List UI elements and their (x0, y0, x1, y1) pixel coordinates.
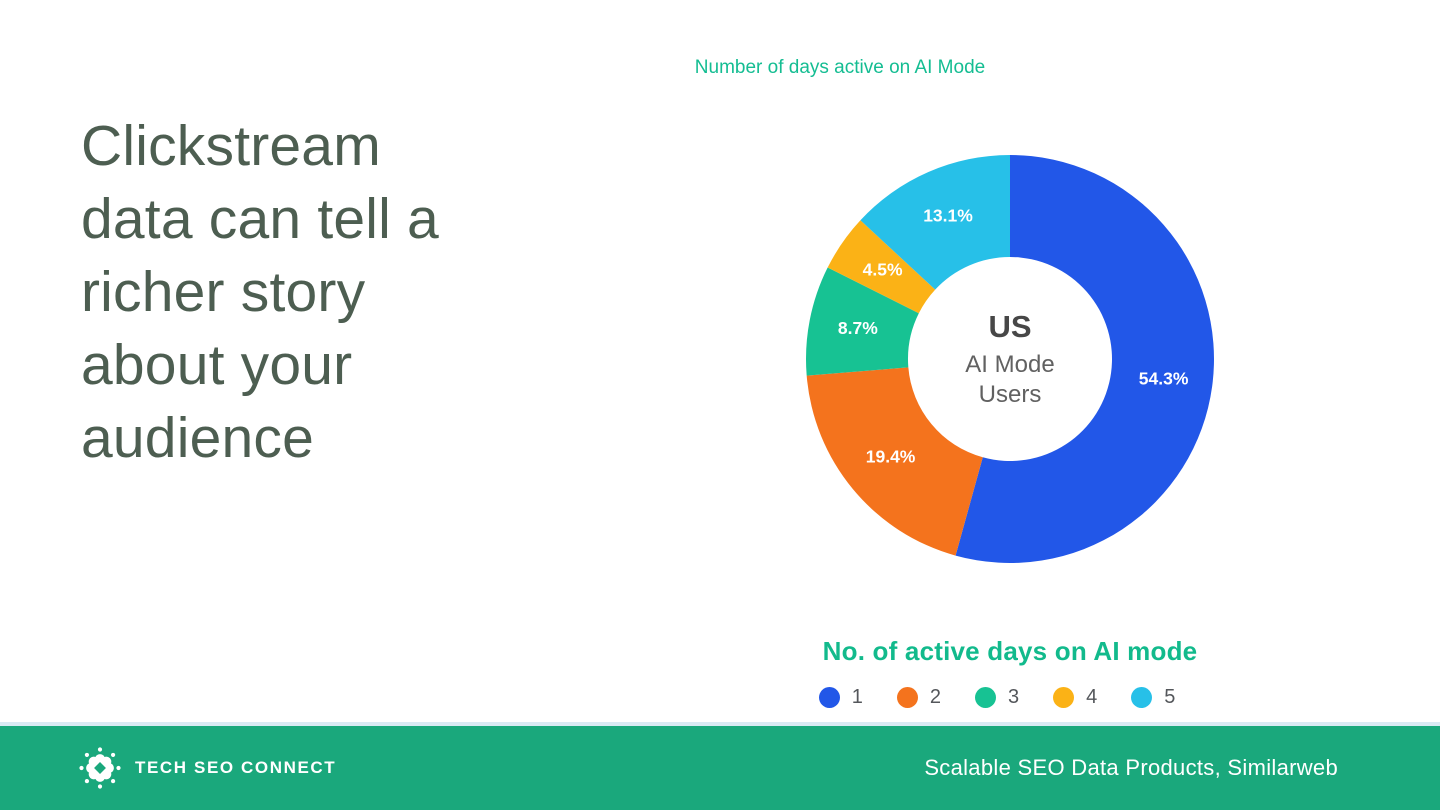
legend-label: 3 (1007, 686, 1020, 708)
donut-slice-4 (827, 220, 936, 314)
brand-logo: TECH SEO CONNECT (78, 746, 336, 790)
legend-dot-icon (1053, 687, 1075, 708)
legend-label: 1 (851, 686, 863, 708)
legend-dot-icon (896, 687, 918, 708)
legend-dot-icon (818, 687, 840, 708)
slice-percentage-label: 13.1% (923, 206, 973, 226)
chart-title: Number of days active on AI Mode (694, 57, 986, 78)
brand-name: TECH SEO CONNECT (135, 758, 337, 777)
donut-chart: 54.3% 19.4% 8.7% 4.5% 13.1% US AI Mode Users (800, 149, 1220, 569)
legend-item-4: 4 (1053, 686, 1097, 709)
legend-item-1: 1 (818, 686, 863, 709)
legend-label: 2 (929, 686, 941, 708)
legend-item-5: 5 (1131, 686, 1175, 709)
donut-slice-3 (806, 267, 919, 376)
slice-percentage-label: 19.4% (866, 446, 916, 466)
legend-dot-icon (1131, 687, 1153, 708)
donut-slice-1 (955, 155, 1214, 563)
slide-headline: Clickstream data can tell a richer story… (81, 114, 439, 470)
legend-title: No. of active days on AI mode (822, 636, 1198, 666)
slice-percentage-label: 8.7% (838, 318, 878, 338)
donut-slice-5 (860, 155, 1010, 290)
slice-percentage-label: 4.5% (863, 259, 903, 279)
donut-chart-svg: 54.3% 19.4% 8.7% 4.5% 13.1% (806, 155, 1214, 563)
legend-dot-icon (974, 687, 996, 708)
legend-item-2: 2 (896, 686, 941, 709)
donut-slice-2 (806, 367, 983, 556)
legend-label: 5 (1164, 686, 1176, 708)
chart-legend: 1 2 3 4 5 (697, 686, 1297, 709)
slice-percentage-label: 54.3% (1139, 369, 1189, 389)
techseo-gear-icon (79, 747, 121, 789)
legend-label: 4 (1086, 686, 1098, 708)
legend-item-3: 3 (974, 686, 1020, 709)
footer-bar: TECH SEO CONNECT Scalable SEO Data Produ… (0, 722, 1440, 810)
footer-credit: Scalable SEO Data Products, Similarweb (924, 755, 1338, 780)
